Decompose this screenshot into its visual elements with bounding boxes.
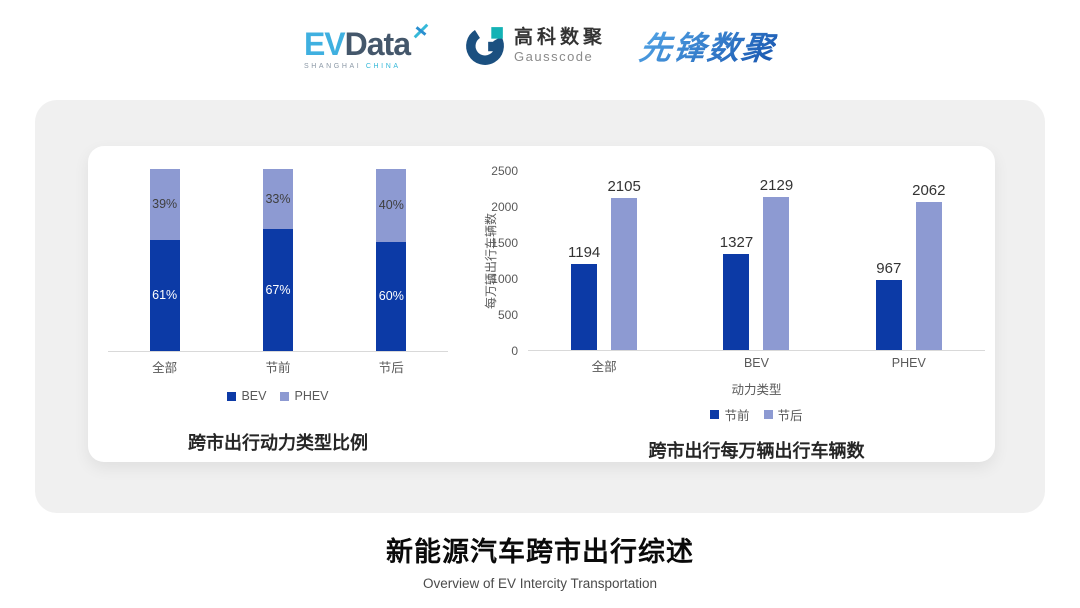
bar-segment-bev: 60% — [376, 241, 407, 351]
gausscode-g-icon — [466, 27, 504, 65]
pioneer-logo: 先锋数聚 — [637, 23, 779, 69]
charts-card: 39% 61% 33% 67% 40% 60% 全部 节前 节后 BEV PHEV 跨市出行动力… — [35, 100, 1045, 513]
bar-节前: 967 — [875, 260, 902, 350]
bar-节后: 2129 — [760, 177, 793, 350]
evdata-logo: EV Data SHANGHAI CHINA — [304, 22, 430, 70]
legend-swatch — [763, 410, 773, 419]
evdata-data-text: Data — [344, 26, 411, 62]
stacked-bar-chart: 39% 61% 33% 67% 40% 60% 全部 节前 节后 BEV PHEV 跨市出行动力… — [108, 169, 448, 455]
category-label: PHEV — [891, 356, 926, 370]
category-label: BEV — [743, 356, 769, 370]
bar-segment-bev: 67% — [262, 229, 293, 351]
category-label: 全部 — [591, 360, 617, 374]
bar-segment-phev: 40% — [376, 169, 407, 242]
stacked-bar-plot-area: 39% 61% 33% 67% 40% 60% — [108, 169, 448, 352]
y-axis-tick-label: 1500 — [491, 236, 518, 250]
bar-group: 1327 2129 — [720, 171, 793, 350]
evdata-ev-text: EV — [303, 26, 346, 62]
stacked-bar-title: 跨市出行动力类型比例 — [188, 433, 368, 453]
bar-value-label: 1194 — [568, 244, 601, 261]
y-axis-tick-label: 2000 — [491, 200, 518, 214]
legend-label: 节后 — [777, 409, 803, 423]
gausscode-en-text: Gausscode — [514, 48, 594, 64]
grouped-bar-chart: 每万辆出行车辆数 0 500 1000 1500 2000 2500 1194 2105 132… — [484, 164, 985, 463]
y-axis-label: 每万辆出行车辆数 — [484, 213, 498, 310]
stacked-bar-column: 40% 60% — [376, 169, 407, 351]
bar-value-label: 2062 — [912, 182, 946, 199]
gausscode-logo: 高科数聚 Gausscode — [464, 25, 606, 67]
stacked-bar-categories: 全部 节前 节后 — [108, 357, 448, 376]
footer: 新能源汽车跨市出行综述 Overview of EV Intercity Tra… — [0, 530, 1080, 591]
evdata-subtext: SHANGHAI CHINA — [304, 63, 430, 70]
legend-label: 节前 — [724, 409, 750, 423]
grouped-bar-legend: 节前 节后 — [528, 405, 985, 424]
charts-panel: 39% 61% 33% 67% 40% 60% 全部 节前 节后 BEV PHEV 跨市出行动力… — [88, 146, 995, 462]
category-label: 全部 — [152, 361, 178, 375]
y-axis-tick-label: 2500 — [491, 164, 518, 178]
evdata-x-star-icon — [413, 23, 429, 39]
bar-节后: 2062 — [912, 182, 946, 350]
legend-swatch — [280, 391, 290, 401]
legend-swatch — [227, 391, 237, 401]
bar-segment-phev: 33% — [262, 169, 293, 230]
gausscode-cn-text: 高科数聚 — [514, 27, 607, 49]
bar-节前: 1327 — [720, 234, 753, 350]
bar-value-label: 2129 — [759, 177, 794, 194]
category-label: 节前 — [265, 361, 291, 375]
grouped-bar-plot-area: 每万辆出行车辆数 0 500 1000 1500 2000 2500 1194 2105 132… — [484, 164, 985, 358]
legend-item: PHEV — [280, 389, 329, 403]
grouped-bar-title: 跨市出行每万辆出行车辆数 — [648, 441, 865, 461]
stacked-bar-legend: BEV PHEV — [108, 389, 448, 403]
bar-value-label: 2105 — [607, 178, 641, 195]
stacked-bar-column: 33% 67% — [262, 169, 293, 351]
y-axis-tick-label: 1000 — [491, 272, 518, 286]
evdata-china-text: CHINA — [365, 63, 401, 70]
bar-value-label: 967 — [876, 260, 902, 277]
stacked-bar-column: 39% 61% — [149, 169, 180, 351]
y-axis-tick-label: 0 — [511, 344, 518, 358]
x-axis-label: 动力类型 — [731, 383, 782, 397]
bar-节前: 1194 — [568, 244, 600, 350]
y-axis-tick-label: 500 — [497, 308, 518, 322]
bar-group: 1194 2105 — [568, 171, 641, 350]
page-title: 新能源汽车跨市出行综述 — [386, 537, 694, 567]
legend-swatch — [710, 410, 720, 419]
bar-segment-phev: 39% — [149, 169, 180, 240]
legend-item: 节前 — [710, 405, 750, 424]
bar-group: 967 2062 — [875, 171, 946, 350]
legend-label: BEV — [241, 389, 267, 403]
legend-item: BEV — [227, 389, 266, 403]
evdata-shanghai-text: SHANGHAI — [303, 63, 362, 70]
legend-label: PHEV — [294, 389, 329, 403]
bar-value-label: 1327 — [719, 234, 754, 251]
evdata-wordmark: EV Data — [304, 22, 430, 60]
legend-item: 节后 — [763, 405, 803, 424]
category-label: 节后 — [378, 361, 404, 375]
grouped-bar-categories: 全部 BEV PHEV — [528, 356, 985, 375]
bar-节后: 2105 — [607, 178, 641, 350]
bar-segment-bev: 61% — [149, 239, 180, 351]
logo-bar: EV Data SHANGHAI CHINA 高科数聚 Gausscode — [0, 22, 1080, 70]
page-subtitle: Overview of EV Intercity Transportation — [422, 576, 658, 591]
gausscode-text: 高科数聚 Gausscode — [514, 27, 607, 64]
